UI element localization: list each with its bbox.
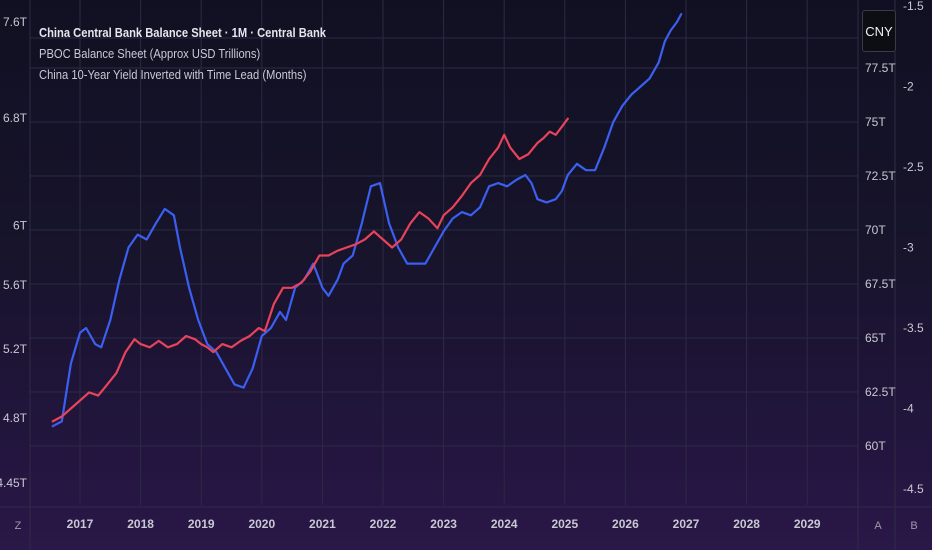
legend: China Central Bank Balance Sheet · 1M · … — [39, 22, 326, 85]
left-axis-tick-label: 5.6T — [3, 278, 28, 292]
mid-axis-tick-label: 65T — [865, 331, 886, 345]
currency-button[interactable]: CNY — [862, 10, 896, 52]
mid-axis-tick-label: 62.5T — [865, 385, 896, 399]
right-axis-tick-label: -4 — [903, 402, 914, 416]
legend-series-1: PBOC Balance Sheet (Approx USD Trillions… — [39, 46, 261, 61]
x-axis-tick-label: 2018 — [127, 517, 154, 531]
x-axis-tick-label: 2022 — [370, 517, 397, 531]
left-axis-tick-label: 6.8T — [3, 111, 28, 125]
x-axis-tick-label: 2024 — [491, 517, 518, 531]
x-axis: 2017 2018 2019 2020 2021 2022 2023 2024 2025 2026… — [67, 517, 821, 531]
right-axis-tick-label: -2.5 — [903, 160, 924, 174]
right-axis-tick-label: -2 — [903, 80, 914, 94]
series-line-blue — [51, 13, 683, 428]
right-axis-tick-label: -4.5 — [903, 482, 924, 496]
right-axis-tick-label: -3.5 — [903, 321, 924, 335]
x-axis-tick-label: 2026 — [612, 517, 639, 531]
x-axis-tick-label: 2023 — [430, 517, 457, 531]
x-axis-tick-label: 2025 — [551, 517, 578, 531]
mid-axis-tick-label: 60T — [865, 439, 886, 453]
x-axis-tick-label: 2021 — [309, 517, 336, 531]
x-axis-tick-label: 2019 — [188, 517, 215, 531]
auto-scale-button[interactable]: A — [874, 520, 882, 532]
x-axis-tick-label: 2028 — [733, 517, 760, 531]
series-layer — [51, 13, 683, 428]
left-axis-tick-label: 4.8T — [3, 411, 28, 425]
series-line-red — [51, 117, 569, 423]
left-axis-tick-label: 5.2T — [3, 342, 28, 356]
mid-axis: 77.5T 75T 72.5T 70T 67.5T 65T 62.5T 60T — [865, 61, 896, 453]
right-axis-tick-label: -3 — [903, 241, 914, 255]
mid-axis-tick-label: 77.5T — [865, 61, 896, 75]
scale-mode-button[interactable]: B — [910, 520, 918, 532]
chart-title: China Central Bank Balance Sheet · 1M · … — [39, 25, 327, 40]
mid-axis-tick-label: 72.5T — [865, 169, 896, 183]
x-axis-tick-label: 2029 — [794, 517, 821, 531]
right-axis-tick-label: -1.5 — [903, 0, 924, 13]
mid-axis-tick-label: 75T — [865, 115, 886, 129]
timezone-button[interactable]: Z — [14, 520, 22, 532]
x-axis-tick-label: 2017 — [67, 517, 94, 531]
left-axis-tick-label: 7.6T — [3, 15, 28, 29]
left-axis-tick-label: 4.45T — [0, 476, 28, 490]
legend-series-2: China 10-Year Yield Inverted with Time L… — [39, 67, 307, 82]
right-axis: -1.5 -2 -2.5 -3 -3.5 -4 -4.5 — [903, 0, 924, 496]
mid-axis-tick-label: 70T — [865, 223, 886, 237]
x-axis-tick-label: 2027 — [673, 517, 700, 531]
mid-axis-tick-label: 67.5T — [865, 277, 896, 291]
x-axis-tick-label: 2020 — [248, 517, 275, 531]
left-axis: 7.6T 6.8T 6T 5.6T 5.2T 4.8T 4.45T — [0, 15, 28, 490]
left-axis-tick-label: 6T — [13, 219, 28, 233]
